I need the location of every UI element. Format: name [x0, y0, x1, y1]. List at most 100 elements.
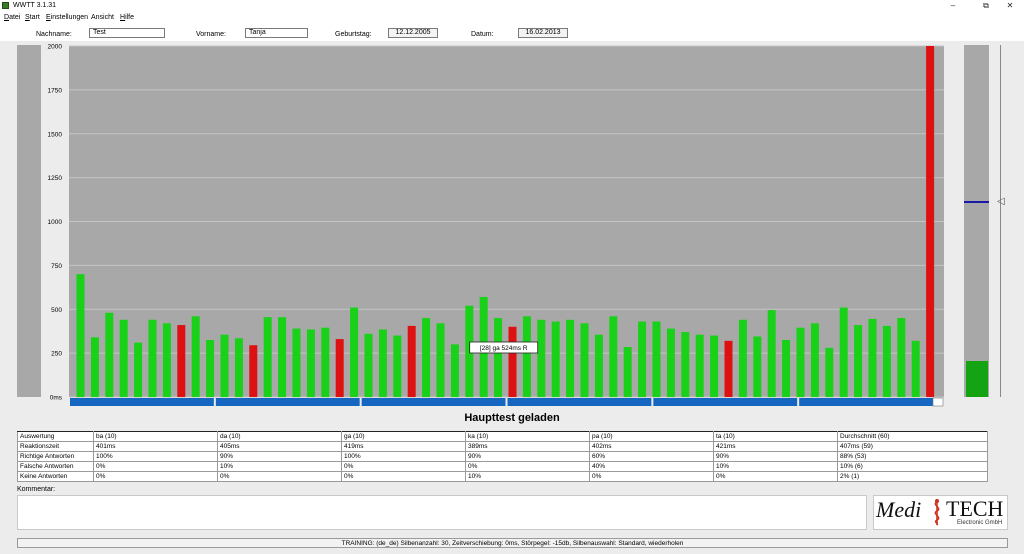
- reaction-bar[interactable]: [652, 321, 661, 397]
- reaction-bar[interactable]: [825, 347, 834, 397]
- menu-hilfe[interactable]: Hilfe: [120, 14, 135, 21]
- reaction-bar[interactable]: [220, 334, 229, 397]
- table-row: Auswertung ba (10) da (10) ga (10) ka (10) pa…: [17, 431, 988, 442]
- reaction-bar[interactable]: [422, 318, 431, 397]
- table-cell: 405ms: [217, 441, 342, 452]
- reaction-bar[interactable]: [738, 319, 747, 397]
- y-tick-label: 1750: [48, 87, 63, 94]
- datum-label: Datum:: [471, 31, 494, 38]
- reaction-bar[interactable]: [393, 335, 402, 397]
- reaction-bar[interactable]: [854, 325, 863, 397]
- reaction-bar[interactable]: [882, 325, 891, 397]
- reaction-bar[interactable]: [551, 321, 560, 397]
- bar-tooltip-text: [28] ga 524ms R: [480, 345, 528, 352]
- reaction-bar[interactable]: [306, 329, 315, 397]
- menu-datei[interactable]: Datei: [4, 14, 21, 21]
- nachname-field[interactable]: Test: [89, 28, 165, 38]
- reaction-bar[interactable]: [868, 318, 877, 397]
- level-meter: [964, 45, 989, 397]
- reaction-bar[interactable]: [465, 305, 474, 397]
- vorname-label: Vorname:: [196, 31, 226, 38]
- y-tick-label: 1000: [48, 219, 63, 226]
- bar-tooltip: [469, 341, 539, 354]
- reaction-bar[interactable]: [76, 274, 85, 397]
- reaction-bar[interactable]: [839, 307, 848, 397]
- reaction-bar[interactable]: [105, 312, 114, 397]
- reaction-bar[interactable]: [263, 317, 272, 397]
- reaction-bar[interactable]: [364, 333, 373, 397]
- reaction-bar[interactable]: [580, 323, 589, 397]
- reaction-bar[interactable]: [335, 339, 344, 397]
- reaction-bar[interactable]: [666, 328, 675, 397]
- reaction-bar[interactable]: [292, 328, 301, 397]
- table-cell: 90%: [465, 451, 590, 462]
- table-cell: 0%: [93, 471, 218, 482]
- reaction-bar[interactable]: [522, 316, 531, 397]
- reaction-bar[interactable]: [378, 329, 387, 397]
- level-meter-marker: [964, 201, 989, 203]
- reaction-bar[interactable]: [407, 325, 416, 397]
- reaction-bar[interactable]: [191, 316, 200, 397]
- reaction-bar[interactable]: [537, 319, 546, 397]
- reaction-bar[interactable]: [911, 340, 920, 397]
- reaction-bar[interactable]: [278, 317, 287, 397]
- title-bar: [0, 0, 1024, 11]
- level-slider-thumb[interactable]: ◁: [997, 196, 1005, 207]
- reaction-bar[interactable]: [767, 310, 776, 397]
- reaction-bar[interactable]: [594, 334, 603, 397]
- maximize-button[interactable]: ⧉: [983, 1, 989, 10]
- reaction-bar[interactable]: [782, 339, 791, 397]
- reaction-bar[interactable]: [134, 342, 143, 397]
- reaction-bar[interactable]: [638, 321, 647, 397]
- geburtstag-field[interactable]: 12.12.2005: [388, 28, 438, 38]
- reaction-bar[interactable]: [724, 340, 733, 397]
- reaction-bar[interactable]: [90, 337, 99, 397]
- vorname-field[interactable]: Tanja: [245, 28, 308, 38]
- level-slider-track[interactable]: [1000, 45, 1001, 397]
- table-cell: 0%: [465, 461, 590, 472]
- reaction-bar[interactable]: [450, 344, 459, 397]
- table-cell: 0%: [713, 471, 838, 482]
- reaction-bar[interactable]: [234, 338, 243, 397]
- table-cell: ga (10): [341, 431, 466, 442]
- reaction-bar[interactable]: [119, 319, 128, 397]
- reaction-bar[interactable]: [926, 46, 935, 397]
- table-cell: 10%: [465, 471, 590, 482]
- reaction-bar[interactable]: [321, 327, 330, 397]
- segment-block: [507, 398, 652, 406]
- comment-field[interactable]: [17, 495, 867, 530]
- menu-ansicht[interactable]: Ansicht: [91, 14, 114, 21]
- table-cell: 402ms: [589, 441, 714, 452]
- close-button[interactable]: ✕: [1006, 1, 1014, 10]
- reaction-bar[interactable]: [796, 327, 805, 397]
- reaction-bar[interactable]: [494, 318, 503, 397]
- segment-block: [215, 398, 360, 406]
- reaction-bar[interactable]: [162, 323, 171, 397]
- reaction-bar[interactable]: [695, 334, 704, 397]
- table-row: Falsche Antworten 0% 10% 0% 0% 40% 10% 10% (6): [17, 461, 988, 472]
- reaction-bar[interactable]: [566, 319, 575, 397]
- datum-field[interactable]: 16.02.2013: [518, 28, 568, 38]
- reaction-bar[interactable]: [206, 339, 215, 397]
- reaction-bar[interactable]: [609, 316, 618, 397]
- company-logo: [873, 495, 1008, 530]
- reaction-bar[interactable]: [148, 319, 157, 397]
- reaction-bar[interactable]: [753, 336, 762, 397]
- table-cell: 407ms (59): [837, 441, 988, 452]
- minimize-button[interactable]: –: [950, 1, 956, 10]
- table-cell: 389ms: [465, 441, 590, 452]
- menu-einstellungen[interactable]: Einstellungen: [46, 14, 89, 21]
- menu-start[interactable]: Start: [25, 14, 40, 21]
- y-tick-label: 1250: [48, 175, 63, 182]
- reaction-bar[interactable]: [810, 323, 819, 397]
- reaction-bar[interactable]: [897, 318, 906, 397]
- table-cell: 90%: [217, 451, 342, 462]
- reaction-bar[interactable]: [177, 325, 186, 397]
- reaction-bar[interactable]: [350, 307, 359, 397]
- reaction-bar[interactable]: [681, 332, 690, 397]
- reaction-bar[interactable]: [710, 335, 719, 397]
- reaction-bar[interactable]: [436, 323, 445, 397]
- reaction-bar[interactable]: [508, 326, 517, 397]
- reaction-bar[interactable]: [623, 346, 632, 397]
- reaction-bar[interactable]: [249, 345, 258, 397]
